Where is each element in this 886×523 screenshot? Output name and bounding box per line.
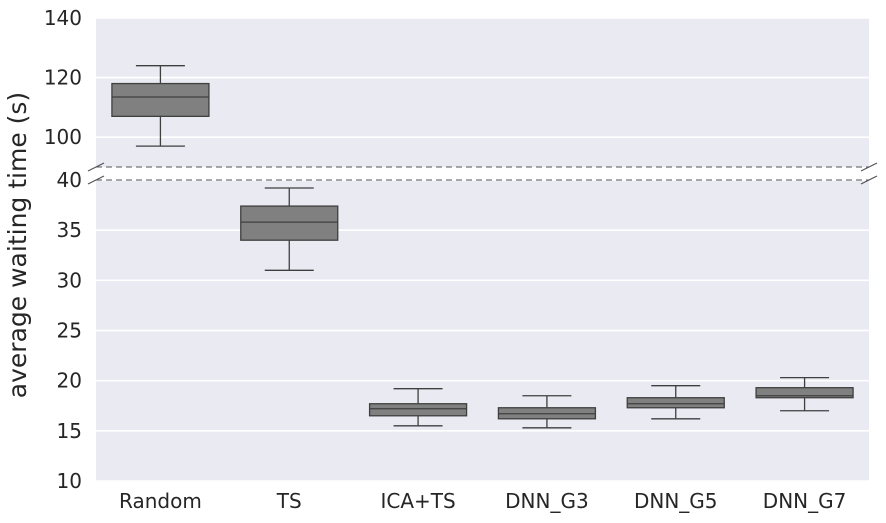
y-tick-label: 25 — [57, 319, 82, 343]
box-random — [111, 65, 210, 147]
box-ica-ts — [368, 388, 468, 427]
iqr-box — [755, 387, 854, 399]
box-series — [111, 65, 854, 429]
x-tick-label: Random — [119, 489, 202, 513]
x-tick-label: DNN_G5 — [634, 489, 718, 513]
x-tick-label: TS — [276, 489, 302, 513]
y-axis-label: average waiting time (s) — [3, 92, 32, 398]
x-tick-label: DNN_G7 — [763, 489, 847, 513]
x-tick-label: DNN_G3 — [505, 489, 589, 513]
iqr-box — [240, 205, 339, 241]
upper-plot-area — [96, 18, 869, 167]
y-tick-label: 100 — [44, 125, 82, 149]
y-tick-label: 20 — [57, 369, 82, 393]
x-tick-label: ICA+TS — [380, 489, 455, 513]
axis-break-mark — [860, 175, 878, 185]
y-tick-labels: 140 120 100 40 35 30 25 20 15 10 — [44, 6, 82, 493]
lower-panel — [96, 179, 869, 482]
iqr-box — [626, 397, 725, 409]
box-dnn-g7 — [755, 377, 854, 412]
box-dnn-g5 — [626, 385, 725, 420]
y-tick-label: 15 — [57, 419, 82, 443]
y-tick-label: 30 — [57, 268, 82, 292]
upper-panel — [96, 17, 869, 167]
x-tick-labels: Random TS ICA+TS DNN_G3 DNN_G5 DNN_G7 — [119, 489, 846, 513]
y-tick-label: 40 — [57, 168, 82, 192]
box-ts — [240, 187, 339, 271]
iqr-box — [111, 82, 210, 117]
y-tick-label: 35 — [57, 218, 82, 242]
axis-break-mark — [87, 175, 105, 185]
axis-break-mark — [860, 162, 878, 172]
y-tick-label: 120 — [44, 66, 82, 90]
y-tick-label: 140 — [44, 6, 82, 30]
y-tick-label: 10 — [57, 469, 82, 493]
axis-break-mark — [87, 162, 105, 172]
iqr-box — [368, 403, 468, 417]
box-dnn-g3 — [497, 395, 597, 429]
axis-break-marks — [87, 162, 878, 185]
